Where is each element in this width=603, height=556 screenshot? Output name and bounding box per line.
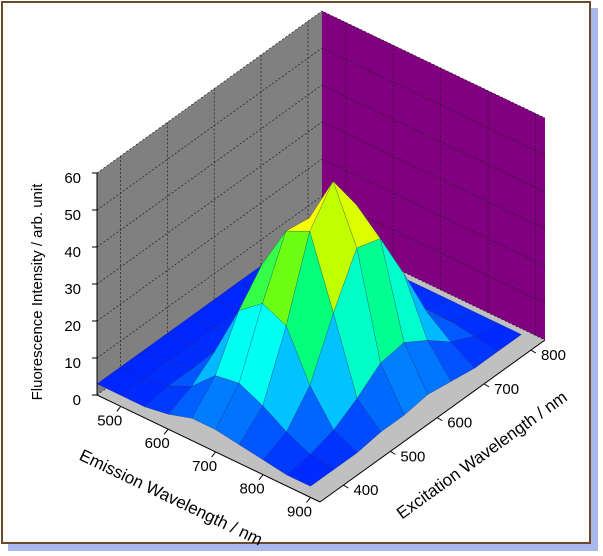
x-tick-label: 900 <box>287 503 312 520</box>
grid-line <box>96 84 546 248</box>
z-tick-label: 0 <box>73 392 81 409</box>
grid-line <box>96 158 546 322</box>
y-tick-label: 400 <box>353 482 378 499</box>
x-tick-label: 700 <box>192 458 217 475</box>
z-tick-label: 30 <box>64 281 81 298</box>
z-tick-label: 50 <box>64 207 81 224</box>
z-tick-label: 10 <box>64 355 81 372</box>
grid-line <box>96 47 546 211</box>
x-tick <box>163 428 169 435</box>
y-tick-label: 500 <box>400 448 425 465</box>
x-tick-label: 600 <box>145 435 170 452</box>
z-tick-label: 60 <box>64 170 81 187</box>
grid-line <box>96 121 546 285</box>
surface-patch <box>286 454 335 487</box>
z-tick-label: 20 <box>64 318 81 335</box>
z-tick-label: 40 <box>64 244 81 261</box>
x-tick <box>116 406 122 412</box>
y-axis <box>319 339 546 503</box>
z-axis-label: Fluorescence Intensity / arb. unit <box>29 183 46 401</box>
y-tick <box>530 349 537 354</box>
x-tick <box>211 451 217 458</box>
x-tick-label: 800 <box>240 481 265 498</box>
x-tick <box>258 474 264 480</box>
y-tick <box>483 383 490 388</box>
x-tick <box>306 497 311 503</box>
y-tick <box>343 484 349 489</box>
y-tick-label: 600 <box>447 415 472 432</box>
y-tick-label: 700 <box>494 381 519 398</box>
y-tick <box>436 417 443 422</box>
x-tick-label: 500 <box>97 412 122 429</box>
surface <box>96 180 522 487</box>
y-tick-label: 800 <box>541 347 566 364</box>
x-axis <box>96 394 321 503</box>
grid-line <box>96 10 546 174</box>
y-tick <box>390 450 396 455</box>
left-wall <box>97 11 322 395</box>
grid-line <box>96 195 546 359</box>
